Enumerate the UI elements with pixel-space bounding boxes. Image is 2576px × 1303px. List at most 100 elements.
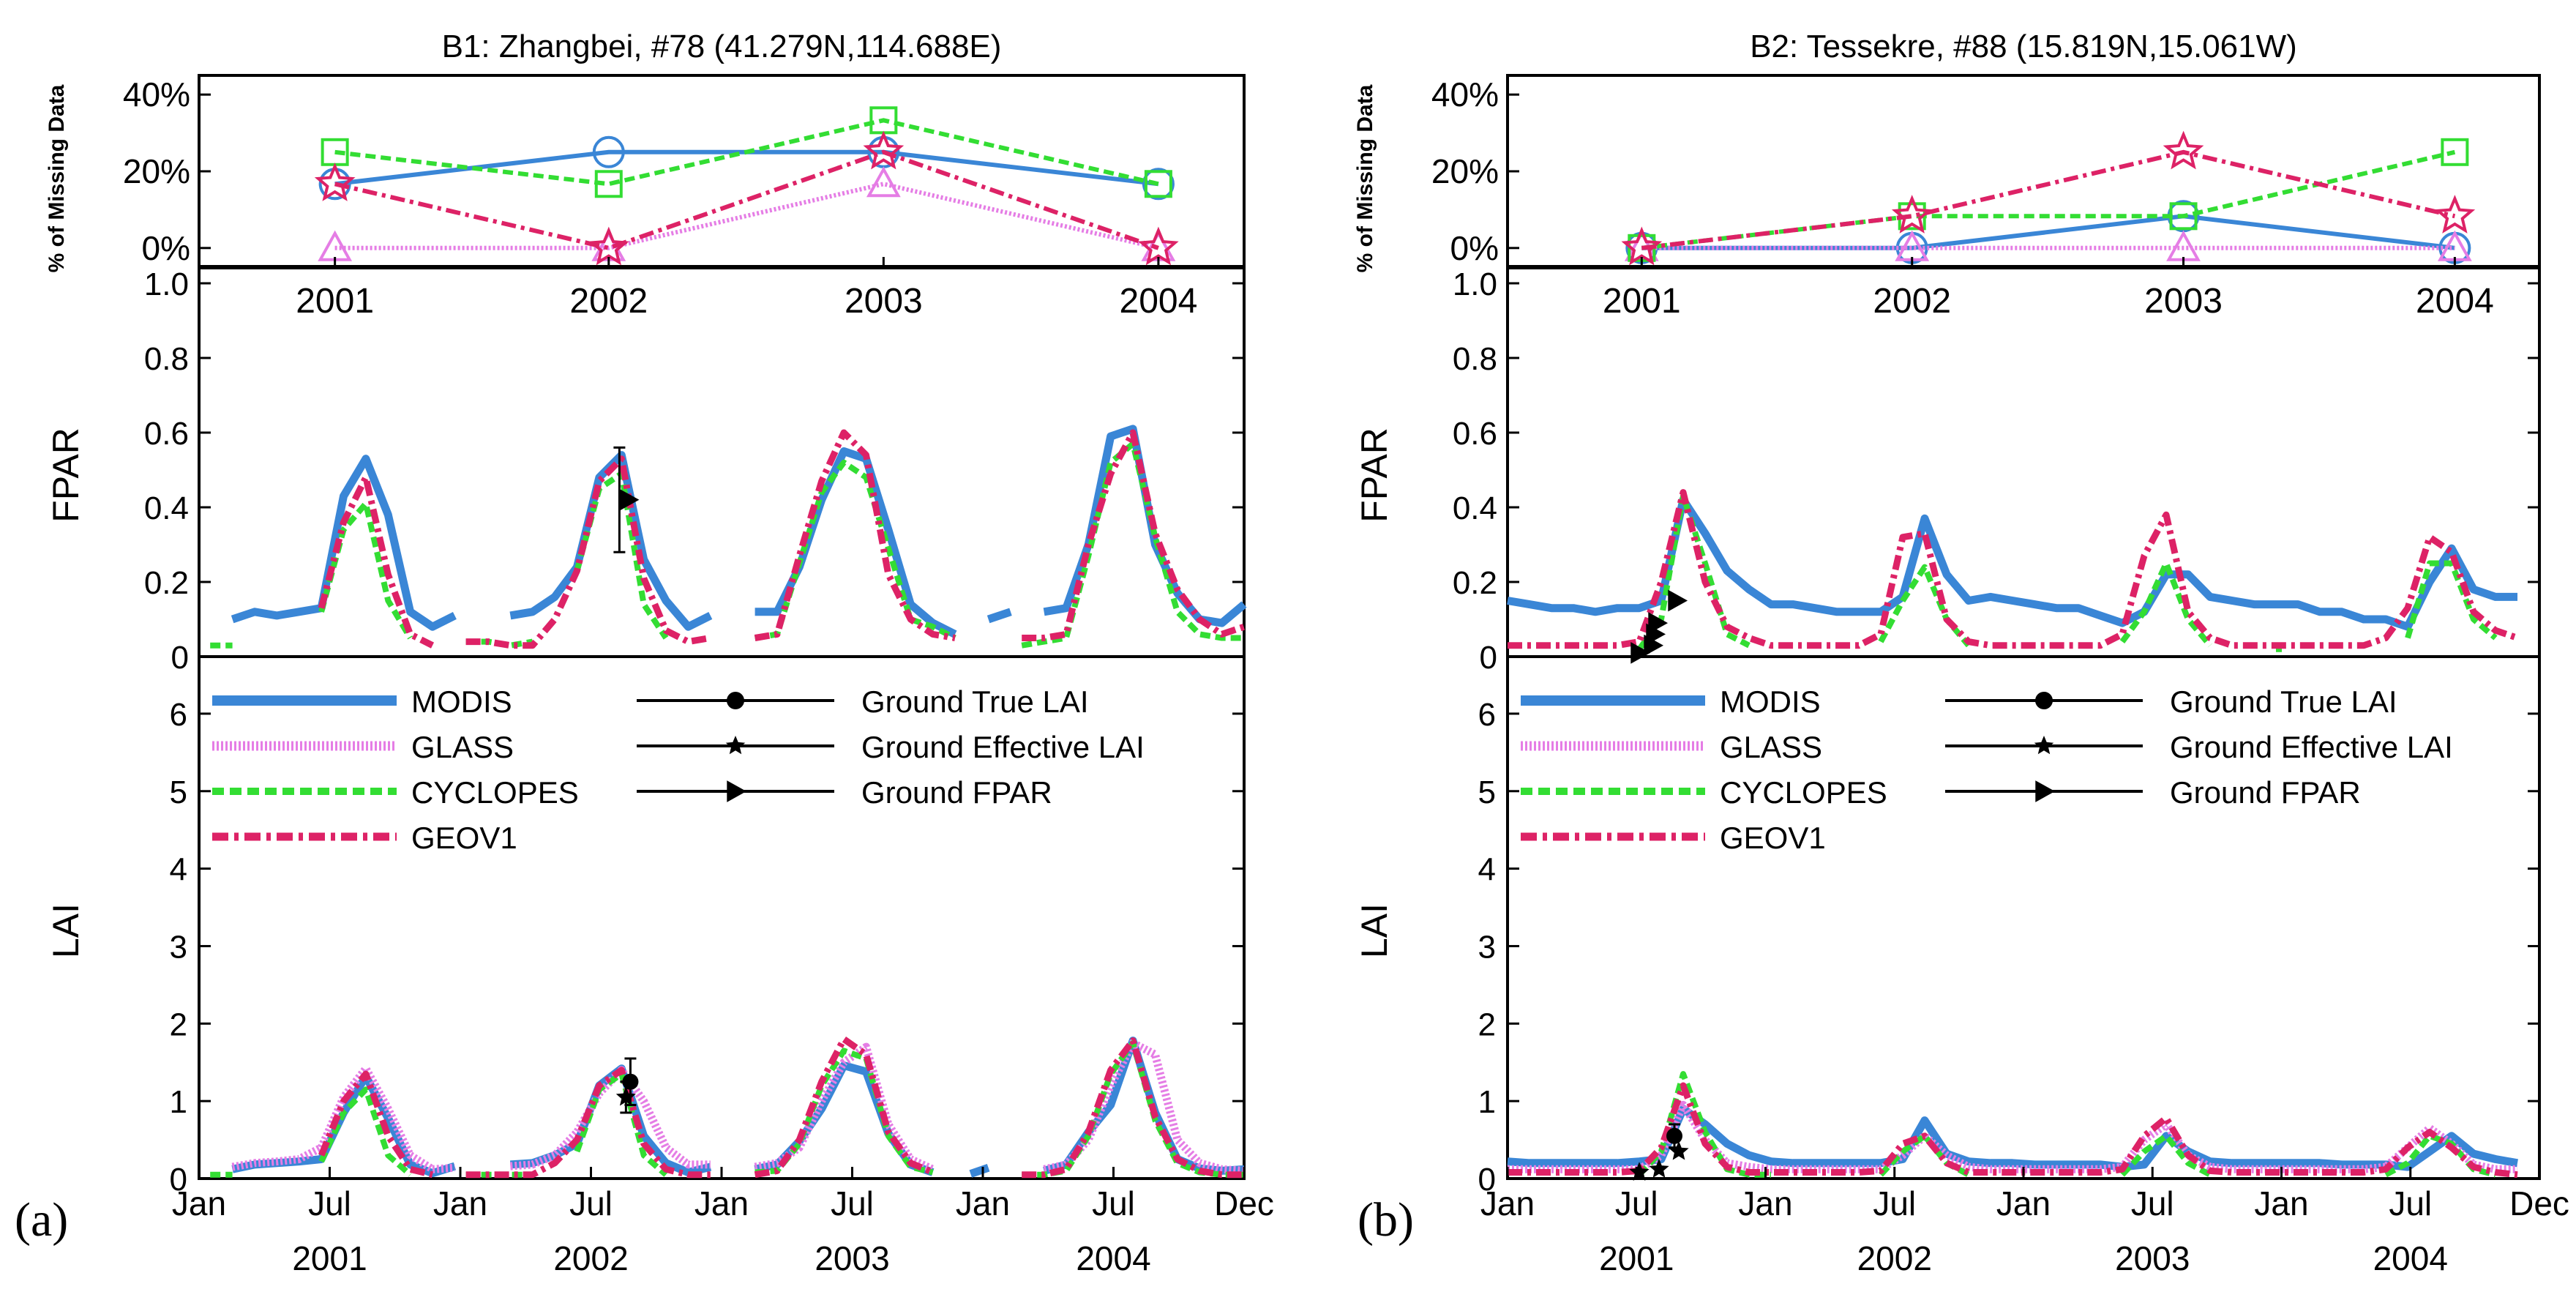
legend-marker-ground-effective-lai xyxy=(725,736,746,755)
legend-label-ground: Ground True LAI xyxy=(2170,684,2397,719)
missing-ylabel: % of Missing Data xyxy=(45,84,69,272)
legend-label-cyclopes: CYCLOPES xyxy=(411,775,579,810)
lai-ytick-label: 0 xyxy=(1478,1162,1496,1198)
year-label: 2003 xyxy=(2115,1239,2190,1277)
missing-marker-geov1 xyxy=(314,163,356,201)
x-tick-label: Jan xyxy=(1480,1184,1535,1222)
lai-ytick-label: 3 xyxy=(170,929,187,965)
lai-series-geov1 xyxy=(1508,1082,2518,1179)
missing-series-cyclopes xyxy=(334,118,1159,187)
fpar-series-cyclopes xyxy=(1021,441,1244,649)
fpar-panel: 0 0.2 0.4 0.6 0.8 1.0 FPAR xyxy=(45,266,1247,676)
year-tick-label: 2004 xyxy=(1120,282,1198,321)
panel-label: (b) xyxy=(1358,1193,1414,1247)
missing-ylabel: % of Missing Data xyxy=(1353,84,1377,272)
year-label: 2001 xyxy=(1599,1239,1674,1277)
lai-ytick-label: 5 xyxy=(170,774,187,810)
fpar-ytick-label: 0.8 xyxy=(144,341,189,377)
fpar-series-geov1 xyxy=(465,455,711,649)
lai-series-cyclopes xyxy=(574,1071,668,1177)
fpar-series-cyclopes xyxy=(2405,560,2498,641)
legend-marker-ground-fpar xyxy=(727,780,747,802)
x-tick-label: Jul xyxy=(1092,1184,1135,1222)
legend: MODIS GLASS CYCLOPES GEOV1 Ground True LAI Gr… xyxy=(212,684,1145,855)
legend: MODIS GLASS CYCLOPES GEOV1 Ground True LAI Gr… xyxy=(1521,684,2453,855)
year-label: 2001 xyxy=(292,1239,367,1277)
year-label: 2003 xyxy=(815,1239,889,1277)
chart-title: B2: Tessekre, #88 (15.819N,15.061W) xyxy=(1750,29,2297,64)
ground-fpar-marker xyxy=(1668,589,1688,612)
missing-series-geov1 xyxy=(1641,149,2456,250)
missing-marker-geov1 xyxy=(588,226,629,266)
x-tick-label: Jul xyxy=(1615,1184,1658,1222)
legend-label-ground: Ground Effective LAI xyxy=(861,730,1145,764)
legend-marker-ground-true-lai xyxy=(2035,692,2053,709)
x-tick-label: Jan xyxy=(956,1184,1010,1222)
fpar-ytick-label: 0 xyxy=(1480,640,1497,676)
fpar-panel: 0 0.2 0.4 0.6 0.8 1.0 FPAR xyxy=(1354,266,2539,676)
legend-label-geov1: GEOV1 xyxy=(1720,821,1826,855)
x-tick-label: Jan xyxy=(1738,1184,1792,1222)
missing-marker-geov1 xyxy=(1138,226,1179,266)
x-tick-label: Jan xyxy=(2254,1184,2308,1222)
missing-series-modis xyxy=(1641,214,2455,250)
ground-fpar-marker xyxy=(1648,612,1669,634)
year-tick-label: 2001 xyxy=(1603,282,1681,321)
fpar-ylabel: FPAR xyxy=(45,428,86,523)
x-tick-label: Jul xyxy=(308,1184,351,1222)
chart-panel-2: B2: Tessekre, #88 (15.819N,15.061W)0%20%… xyxy=(1353,29,2569,1277)
fpar-ytick-label: 0.4 xyxy=(1453,490,1497,526)
chart-title: B1: Zhangbei, #78 (41.279N,114.688E) xyxy=(442,29,1002,64)
missing-series-glass xyxy=(334,182,1159,250)
legend-label-ground: Ground True LAI xyxy=(861,684,1089,719)
missing-ytick-label: 20% xyxy=(123,152,190,190)
lai-series-geov1 xyxy=(754,1036,935,1179)
year-tick-label: 2002 xyxy=(569,282,648,321)
x-tick-label: Jul xyxy=(831,1184,874,1222)
legend-label-modis: MODIS xyxy=(411,684,512,719)
x-tick-label: Jan xyxy=(172,1184,226,1222)
fpar-series-modis xyxy=(1507,496,2517,631)
ground-true-lai-marker xyxy=(1666,1127,1682,1144)
fpar-ylabel: FPAR xyxy=(1354,428,1395,523)
missing-marker-cyclopes xyxy=(2169,202,2198,231)
fpar-ytick-label: 0 xyxy=(171,640,189,676)
legend-label-glass: GLASS xyxy=(1720,730,1822,764)
missing-marker-cyclopes xyxy=(2441,138,2469,166)
panel-label: (a) xyxy=(15,1193,68,1247)
lai-ytick-label: 1 xyxy=(170,1084,187,1120)
legend-label-cyclopes: CYCLOPES xyxy=(1720,775,1887,810)
ground-fpar-marker xyxy=(1630,642,1651,664)
x-tick-label: Jan xyxy=(1996,1184,2051,1222)
year-label: 2004 xyxy=(1076,1239,1150,1277)
year-label: 2004 xyxy=(2373,1239,2448,1277)
fpar-series-modis xyxy=(231,455,457,631)
missing-ytick-label: 0% xyxy=(1450,229,1499,267)
lai-ytick-label: 3 xyxy=(1478,929,1496,965)
fpar-series-geov1 xyxy=(1508,489,2519,649)
missing-marker-geov1 xyxy=(1891,195,1933,234)
year-label: 2002 xyxy=(553,1239,628,1277)
x-tick-label: Jul xyxy=(2131,1184,2174,1222)
lai-series-cyclopes xyxy=(1022,1039,1244,1178)
lai-series-modis xyxy=(969,1164,990,1178)
fpar-series-modis xyxy=(986,608,1012,624)
lai-ytick-label: 5 xyxy=(1478,774,1496,810)
lai-ytick-label: 6 xyxy=(1478,697,1496,733)
fpar-series-geov1 xyxy=(318,474,435,649)
fpar-ytick-label: 0.6 xyxy=(144,416,189,452)
fpar-series-geov1 xyxy=(1022,429,1246,641)
missing-series-geov1 xyxy=(334,149,1159,250)
year-tick-label: 2002 xyxy=(1873,282,1951,321)
legend-marker-ground-fpar xyxy=(2035,780,2056,802)
fpar-ytick-label: 0.2 xyxy=(1453,565,1497,601)
lai-series-geov1 xyxy=(318,1070,434,1179)
missing-marker-cyclopes xyxy=(594,170,623,198)
legend-label-ground: Ground FPAR xyxy=(2170,775,2361,810)
legend-label-modis: MODIS xyxy=(1720,684,1821,719)
ground-effective-lai-marker xyxy=(1669,1140,1689,1160)
lai-ytick-label: 6 xyxy=(170,697,187,733)
ground-effective-lai-marker xyxy=(1629,1162,1650,1181)
legend-label-ground: Ground FPAR xyxy=(861,775,1052,810)
